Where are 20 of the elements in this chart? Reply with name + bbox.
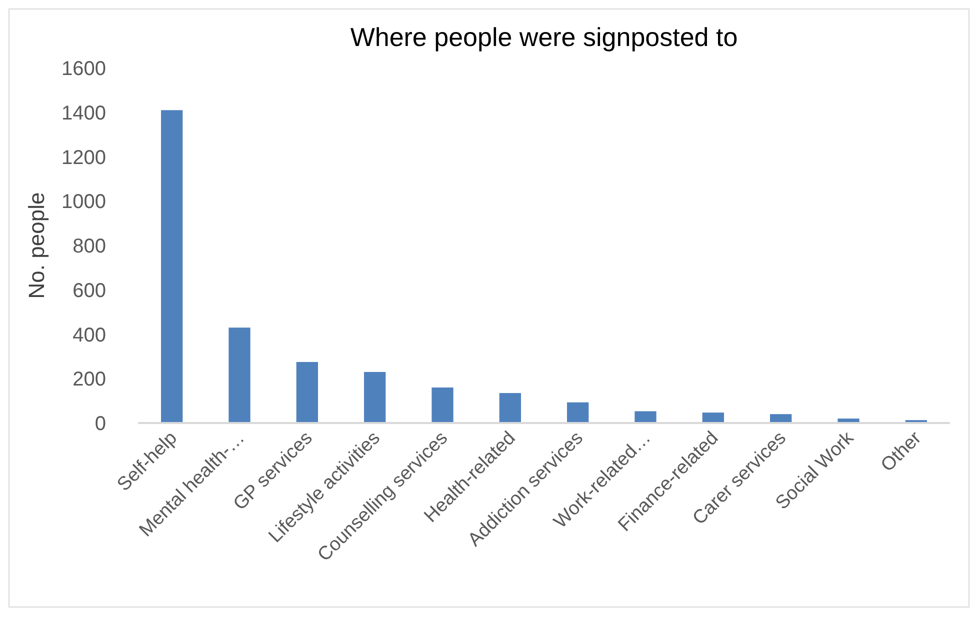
bar (228, 328, 250, 423)
y-tick-label: 1000 (62, 191, 106, 214)
bar (567, 402, 589, 423)
y-tick-label: 0 (94, 413, 106, 435)
bar (634, 411, 656, 423)
bar (702, 412, 724, 423)
y-axis-title: No. people (24, 192, 49, 299)
y-tick-label: 800 (72, 236, 106, 258)
y-tick-label: 400 (72, 324, 106, 346)
bar (499, 393, 521, 423)
y-tick-label: 1200 (62, 146, 106, 169)
chart-title: Where people were signposted to (350, 22, 738, 52)
y-tick-label: 600 (72, 280, 106, 302)
bar (364, 372, 386, 423)
y-tick-label: 200 (72, 368, 106, 391)
bar (432, 388, 454, 423)
bar (296, 362, 318, 423)
bar (161, 110, 183, 423)
y-tick-label: 1600 (62, 58, 106, 80)
y-tick-label: 1400 (62, 102, 106, 124)
